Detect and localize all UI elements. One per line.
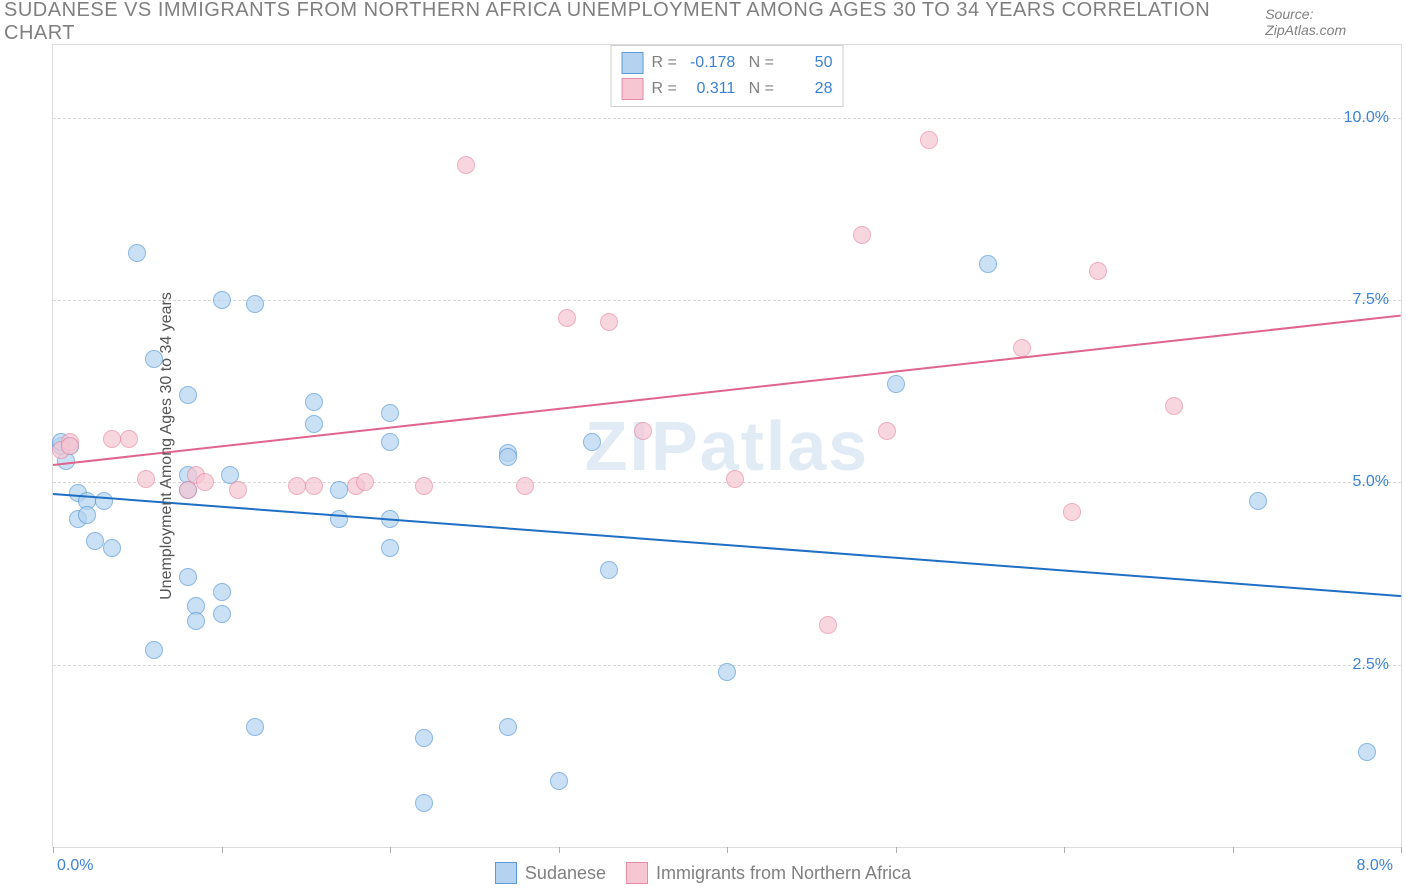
chart-title: SUDANESE VS IMMIGRANTS FROM NORTHERN AFR… [4,0,1265,45]
correlation-legend: R = -0.178 N = 50 R = 0.311 N = 28 [611,45,844,107]
scatter-point [213,583,231,601]
legend-item: Immigrants from Northern Africa [626,862,911,884]
scatter-point [457,156,475,174]
scatter-point [305,477,323,495]
chart-plot-area: ZIPatlas R = -0.178 N = 50R = 0.311 N = … [52,44,1402,848]
scatter-point [95,492,113,510]
scatter-point [196,473,214,491]
scatter-point [887,375,905,393]
scatter-point [1165,397,1183,415]
x-tick-mark [559,847,560,853]
scatter-point [499,448,517,466]
legend-label: Immigrants from Northern Africa [656,863,911,884]
scatter-point [1089,262,1107,280]
correlation-legend-row: R = -0.178 N = 50 [622,50,833,76]
scatter-point [415,477,433,495]
scatter-point [145,641,163,659]
scatter-point [120,430,138,448]
y-axis-label: Unemployment Among Ages 30 to 34 years [158,292,176,600]
scatter-point [634,422,652,440]
scatter-point [330,481,348,499]
scatter-point [61,437,79,455]
scatter-point [853,226,871,244]
legend-swatch [622,52,644,74]
source-label: Source: ZipAtlas.com [1265,6,1396,38]
scatter-point [1013,339,1031,357]
scatter-point [726,470,744,488]
scatter-point [137,470,155,488]
scatter-point [600,561,618,579]
scatter-point [499,718,517,736]
gridline [53,118,1401,119]
y-tick-label: 2.5% [1353,656,1389,674]
scatter-point [103,539,121,557]
trend-line [53,315,1401,466]
scatter-point [330,510,348,528]
legend-swatch [495,862,517,884]
x-tick-mark [1233,847,1234,853]
scatter-point [558,309,576,327]
scatter-point [229,481,247,499]
scatter-point [213,605,231,623]
chart-header: SUDANESE VS IMMIGRANTS FROM NORTHERN AFR… [0,0,1406,44]
scatter-point [246,718,264,736]
scatter-point [78,506,96,524]
scatter-point [979,255,997,273]
scatter-point [213,291,231,309]
scatter-point [381,404,399,422]
scatter-point [1249,492,1267,510]
legend-label: Sudanese [525,863,606,884]
scatter-point [583,433,601,451]
correlation-text: R = -0.178 N = 50 [652,54,833,72]
scatter-point [415,794,433,812]
scatter-point [878,422,896,440]
x-tick-mark [1064,847,1065,853]
legend-item: Sudanese [495,862,606,884]
scatter-point [516,477,534,495]
y-tick-label: 10.0% [1344,109,1389,127]
scatter-point [305,415,323,433]
scatter-point [718,663,736,681]
trend-line [53,493,1401,597]
correlation-text: R = 0.311 N = 28 [652,80,833,98]
scatter-point [381,433,399,451]
scatter-point [1358,743,1376,761]
scatter-point [415,729,433,747]
scatter-point [103,430,121,448]
scatter-point [381,539,399,557]
x-tick-mark [390,847,391,853]
scatter-point [288,477,306,495]
x-tick-mark [896,847,897,853]
scatter-point [179,386,197,404]
scatter-point [920,131,938,149]
x-tick-mark [1401,847,1402,853]
scatter-point [305,393,323,411]
correlation-legend-row: R = 0.311 N = 28 [622,76,833,102]
scatter-point [128,244,146,262]
y-tick-label: 5.0% [1353,473,1389,491]
legend-swatch [626,862,648,884]
x-tick-mark [53,847,54,853]
scatter-point [86,532,104,550]
scatter-point [356,473,374,491]
scatter-point [1063,503,1081,521]
scatter-point [819,616,837,634]
x-tick-mark [727,847,728,853]
scatter-point [600,313,618,331]
x-tick-mark [222,847,223,853]
scatter-point [550,772,568,790]
legend-swatch [622,78,644,100]
y-tick-label: 7.5% [1353,291,1389,309]
scatter-point [187,612,205,630]
series-legend: Sudanese Immigrants from Northern Africa [0,862,1406,884]
scatter-point [179,568,197,586]
scatter-point [246,295,264,313]
